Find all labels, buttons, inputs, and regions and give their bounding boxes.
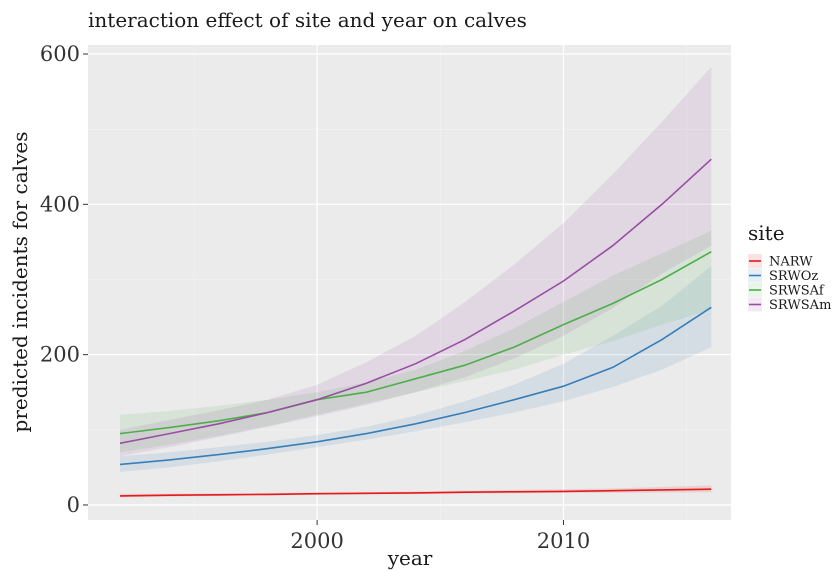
y-axis: 0 200 400 600: [40, 42, 88, 517]
line-narw: [119, 488, 712, 497]
ribbon-srwsaf: [120, 230, 712, 453]
x-axis-label: year: [387, 546, 433, 570]
x-tick-label: 2010: [537, 529, 590, 553]
y-tick-label: 400: [40, 192, 80, 216]
plot-panel: [88, 45, 731, 520]
y-tick-label: 0: [67, 493, 80, 517]
x-axis: 2000 2010: [290, 520, 590, 553]
series-lines: [119, 158, 712, 497]
legend-label-srwoz: SRWOz: [769, 269, 818, 284]
legend-label-narw: NARW: [769, 255, 813, 270]
chart-title: interaction effect of site and year on c…: [88, 8, 527, 32]
line-srwsaf: [119, 251, 712, 435]
line-srwoz: [119, 306, 712, 466]
legend-label-srwsaf: SRWSAf: [769, 284, 825, 299]
y-tick-label: 200: [40, 343, 80, 367]
legend-title: site: [748, 221, 785, 245]
y-axis-label: predicted incidents for calves: [8, 132, 32, 433]
grid-minor: [88, 45, 731, 520]
grid-major: [88, 45, 731, 520]
x-tick-label: 2000: [290, 529, 343, 553]
legend-label-srwsam: SRWSAm: [769, 298, 831, 313]
y-tick-label: 600: [40, 42, 80, 66]
ribbon-srwoz: [120, 266, 712, 472]
line-srwsam: [119, 158, 712, 445]
